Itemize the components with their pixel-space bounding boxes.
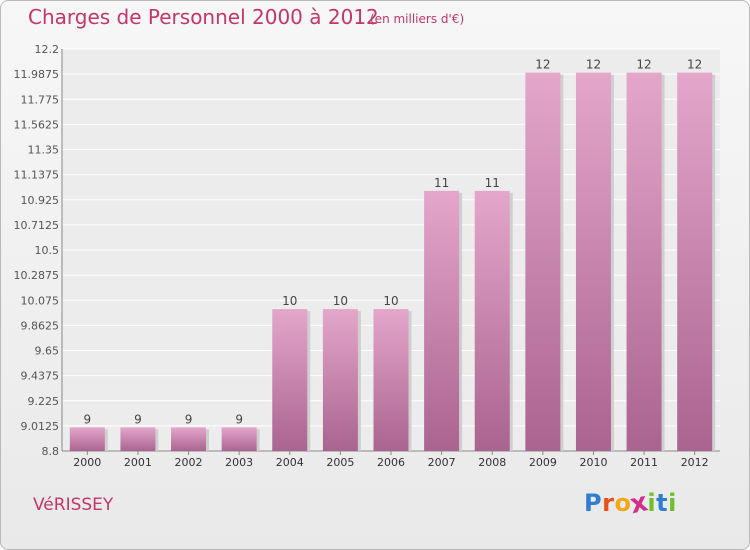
chart-subtitle: (en milliers d'€) — [370, 12, 465, 26]
bar — [575, 72, 611, 451]
data-label: 9 — [134, 412, 142, 426]
data-label: 10 — [282, 294, 297, 308]
bar — [120, 427, 156, 451]
y-tick-label: 10.925 — [21, 194, 60, 207]
data-label: 10 — [383, 294, 398, 308]
data-label: 12 — [636, 58, 651, 72]
bar — [677, 72, 713, 451]
y-tick-label: 8.8 — [42, 445, 60, 458]
logo-letter: t — [656, 489, 669, 517]
bar — [69, 427, 105, 451]
data-label: 9 — [185, 412, 193, 426]
data-label: 11 — [485, 176, 500, 190]
y-tick-label: 11.1375 — [14, 169, 60, 182]
y-tick-label: 10.075 — [21, 294, 60, 307]
logo-letter: o — [614, 489, 632, 517]
y-tick-label: 9.8625 — [21, 319, 60, 332]
logo-letter: P — [584, 489, 603, 517]
x-tick-label: 2001 — [124, 456, 152, 469]
bar — [171, 427, 207, 451]
bar — [221, 427, 257, 451]
x-tick-label: 2005 — [326, 456, 354, 469]
bar — [626, 72, 662, 451]
y-tick-label: 11.5625 — [14, 118, 60, 131]
y-tick-label: 9.225 — [28, 395, 60, 408]
x-tick-label: 2006 — [377, 456, 405, 469]
y-tick-label: 9.65 — [35, 345, 60, 358]
bar — [424, 190, 460, 451]
x-tick-label: 2012 — [681, 456, 709, 469]
x-tick-label: 2003 — [225, 456, 253, 469]
location-label: VéRISSEY — [33, 495, 114, 515]
logo-letter: r — [602, 489, 615, 517]
logo-letter: i — [668, 489, 677, 517]
data-label: 12 — [586, 58, 601, 72]
x-tick-label: 2004 — [276, 456, 304, 469]
y-tick-label: 10.7125 — [14, 219, 60, 232]
y-tick-label: 9.4375 — [21, 370, 60, 383]
x-tick-label: 2008 — [478, 456, 506, 469]
x-tick-label: 2011 — [630, 456, 658, 469]
data-label: 9 — [83, 412, 91, 426]
y-tick-label: 10.2875 — [14, 269, 60, 282]
y-tick-label: 11.35 — [28, 144, 60, 157]
bar — [474, 190, 510, 451]
chart-title: Charges de Personnel 2000 à 2012 — [28, 5, 379, 29]
logo-letter: i — [647, 489, 657, 517]
data-label: 12 — [687, 58, 702, 72]
y-tick-label: 9.0125 — [21, 420, 60, 433]
x-tick-label: 2010 — [579, 456, 607, 469]
y-tick-label: 11.9875 — [14, 68, 60, 81]
x-tick-label: 2002 — [175, 456, 203, 469]
x-tick-label: 2000 — [73, 456, 101, 469]
data-label: 9 — [235, 412, 243, 426]
data-label: 10 — [333, 294, 348, 308]
bar — [525, 72, 561, 451]
y-tick-label: 10.5 — [35, 244, 60, 257]
data-label: 12 — [535, 58, 550, 72]
y-tick-label: 12.2 — [35, 43, 60, 56]
y-tick-label: 11.775 — [21, 93, 60, 106]
bar — [373, 309, 409, 451]
x-tick-label: 2007 — [428, 456, 456, 469]
proxiti-logo: Proxiti — [584, 486, 677, 520]
x-tick-label: 2009 — [529, 456, 557, 469]
bar — [322, 309, 358, 451]
data-label: 11 — [434, 176, 449, 190]
bar — [272, 309, 308, 451]
